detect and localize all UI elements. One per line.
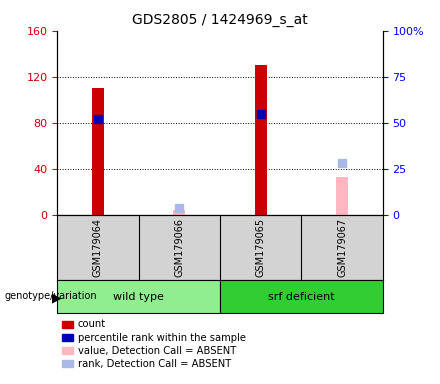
Text: genotype/variation: genotype/variation [4,291,97,301]
Text: value, Detection Call = ABSENT: value, Detection Call = ABSENT [78,346,236,356]
Text: GSM179064: GSM179064 [93,218,103,277]
Bar [255,65,267,215]
Text: ▶: ▶ [52,292,62,305]
Bar [336,177,348,215]
Text: percentile rank within the sample: percentile rank within the sample [78,333,246,343]
Text: count: count [78,319,106,329]
Text: GSM179065: GSM179065 [256,218,266,277]
Text: srf deficient: srf deficient [268,291,335,302]
Text: GSM179067: GSM179067 [337,218,347,277]
Bar [173,210,185,215]
Text: GSM179066: GSM179066 [174,218,184,277]
Text: rank, Detection Call = ABSENT: rank, Detection Call = ABSENT [78,359,231,369]
FancyBboxPatch shape [57,280,220,313]
Title: GDS2805 / 1424969_s_at: GDS2805 / 1424969_s_at [132,13,308,27]
FancyBboxPatch shape [220,280,383,313]
Text: wild type: wild type [113,291,164,302]
Bar [92,88,104,215]
